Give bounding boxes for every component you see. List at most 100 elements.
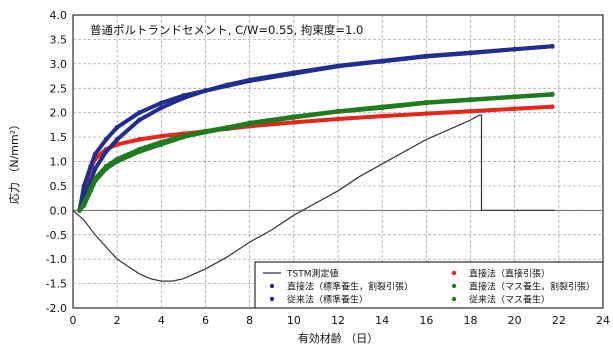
data-point (512, 106, 518, 112)
data-point (103, 149, 109, 155)
y-tick-label: 2.5 (50, 82, 68, 95)
legend: TSTM測定値 直接法（直接引張） 直接法（標準養生，割裂引張） 直接法（マス養生，割… (254, 261, 604, 309)
x-tick-label: 10 (287, 314, 301, 327)
data-point (136, 137, 142, 142)
data-point (291, 70, 297, 75)
y-axis-title: 応力 （N/mm²） (7, 119, 21, 204)
x-tick-label: 2 (114, 314, 121, 327)
legend-label: 直接法（直接引張） (469, 268, 550, 280)
x-tick-label: 14 (375, 314, 389, 327)
data-point (335, 108, 341, 114)
legend-label: 従来法（マス養生） (469, 294, 550, 306)
y-tick-label: 3.0 (50, 58, 68, 71)
y-tick-label: -0.5 (46, 229, 67, 242)
legend-swatch (269, 296, 275, 302)
data-point (335, 116, 341, 122)
data-point (77, 207, 82, 213)
x-tick-label: 16 (419, 314, 433, 327)
data-point (291, 120, 297, 125)
data-point (549, 104, 555, 110)
data-point (114, 156, 120, 162)
data-point (512, 46, 518, 52)
legend-swatch (451, 270, 457, 276)
legend-item: TSTM測定値 (263, 268, 338, 280)
data-point (379, 113, 385, 119)
data-point (379, 58, 385, 64)
data-point (423, 100, 429, 105)
data-point (291, 114, 297, 119)
legend-box (254, 261, 604, 309)
data-point (512, 94, 518, 99)
data-point (158, 133, 164, 139)
legend-item: 従来法（マス養生） (451, 294, 550, 306)
x-tick-label: 4 (158, 314, 165, 327)
chart-annotation: 普通ポルトランドセメント, C/W=0.55, 拘束度=1.0 (90, 23, 363, 37)
data-point (103, 164, 109, 169)
y-tick-label: 1.0 (50, 156, 68, 169)
x-tick-label: 20 (508, 314, 522, 327)
data-point (136, 146, 142, 152)
data-point (136, 110, 142, 116)
series-5 (77, 91, 555, 213)
x-tick-label: 12 (331, 314, 345, 327)
legend-label: 直接法（マス養生，割裂引張） (469, 281, 595, 293)
data-point (335, 63, 341, 69)
y-tick-label: -1.0 (46, 253, 67, 266)
data-point (247, 77, 253, 83)
data-point (181, 95, 186, 101)
data-point (549, 91, 555, 97)
data-point (92, 166, 98, 172)
x-tick-label: 18 (464, 314, 478, 327)
data-point (158, 100, 164, 106)
data-point (468, 108, 473, 114)
data-point (549, 43, 555, 49)
data-point (103, 137, 109, 142)
plot-area (72, 14, 604, 309)
data-point (81, 200, 87, 206)
legend-item: 直接法（マス養生，割裂引張） (451, 281, 595, 293)
x-tick-label: 8 (246, 314, 253, 327)
data-point (114, 124, 120, 130)
series-line (72, 114, 555, 282)
legend-swatch (451, 283, 457, 289)
y-tick-label: 0.0 (50, 204, 68, 217)
series-0 (72, 114, 555, 282)
data-point (158, 105, 164, 111)
x-tick-label: 6 (202, 314, 209, 327)
legend-swatch (269, 283, 275, 289)
tick-labels: -2.0 -1.5 -1.0 -0.5 0.0 0.5 1.0 1.5 2.0 2.5 3.0 3.5… (46, 9, 610, 327)
y-tick-label: -1.5 (46, 278, 67, 291)
data-point (423, 53, 429, 59)
y-tick-label: -2.0 (46, 302, 67, 315)
y-tick-label: 2.0 (50, 107, 68, 120)
data-point (247, 120, 253, 126)
y-tick-label: 1.5 (50, 131, 68, 144)
data-point (468, 97, 473, 102)
legend-item: 直接法（標準養生，割裂引張） (269, 281, 413, 293)
x-tick-label: 22 (552, 314, 566, 327)
data-point (379, 104, 385, 110)
legend-label: TSTM測定値 (286, 268, 338, 280)
y-tick-label: 3.5 (50, 33, 68, 46)
data-point (136, 117, 142, 123)
data-point (92, 151, 98, 157)
data-point (203, 128, 208, 134)
legend-item: 直接法（直接引張） (451, 268, 550, 280)
data-point (468, 50, 473, 55)
data-point (81, 183, 87, 189)
data-point (114, 137, 120, 142)
y-tick-label: 4.0 (50, 9, 68, 22)
data-point (225, 124, 231, 130)
y-tick-label: 0.5 (50, 180, 68, 193)
x-tick-label: 24 (596, 314, 610, 327)
x-axis-title: 有効材齢 （日） (298, 331, 379, 345)
data-point (423, 111, 429, 116)
data-point (203, 88, 208, 94)
data-point (158, 139, 164, 145)
legend-label: 従来法（標準養生） (287, 294, 368, 306)
legend-item: 従来法（標準養生） (269, 294, 368, 306)
data-point (225, 82, 231, 88)
data-point (92, 176, 98, 182)
data-point (181, 133, 186, 139)
x-tick-label: 0 (70, 314, 77, 327)
